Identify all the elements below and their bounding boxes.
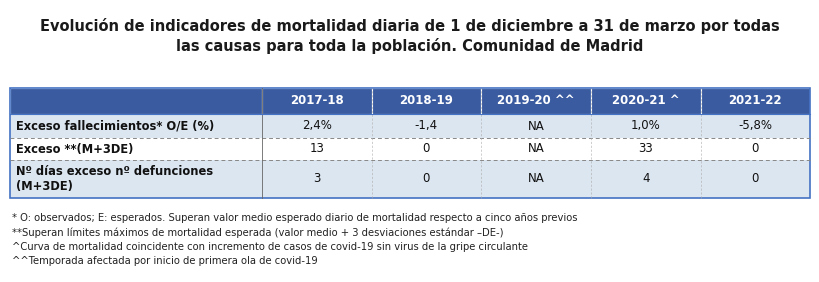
Text: 0: 0 [751,173,758,186]
Text: NA: NA [527,120,544,133]
Text: NA: NA [527,142,544,155]
Text: 0: 0 [423,173,430,186]
FancyBboxPatch shape [10,88,261,114]
FancyBboxPatch shape [481,88,590,114]
Text: Evolución de indicadores de mortalidad diaria de 1 de diciembre a 31 de marzo po: Evolución de indicadores de mortalidad d… [40,18,779,34]
Text: 2017-18: 2017-18 [290,94,343,107]
FancyBboxPatch shape [590,88,699,114]
Text: 13: 13 [309,142,324,155]
Text: 1,0%: 1,0% [630,120,660,133]
Text: las causas para toda la población. Comunidad de Madrid: las causas para toda la población. Comun… [176,38,643,54]
Text: **Superan límites máximos de mortalidad esperada (valor medio + 3 desviaciones e: **Superan límites máximos de mortalidad … [11,228,503,238]
FancyBboxPatch shape [10,160,809,198]
Text: 0: 0 [751,142,758,155]
Text: 33: 33 [637,142,652,155]
Text: Exceso **(M+3DE): Exceso **(M+3DE) [16,142,133,155]
Text: 2021-22: 2021-22 [727,94,781,107]
Text: 3: 3 [313,173,320,186]
Text: 2019-20 ^^: 2019-20 ^^ [496,94,574,107]
Text: 2020-21 ^: 2020-21 ^ [611,94,679,107]
FancyBboxPatch shape [10,114,809,138]
Text: * O: observados; E: esperados. Superan valor medio esperado diario de mortalidad: * O: observados; E: esperados. Superan v… [11,213,577,223]
FancyBboxPatch shape [10,138,809,160]
Text: -5,8%: -5,8% [737,120,771,133]
FancyBboxPatch shape [261,88,371,114]
Text: 2,4%: 2,4% [301,120,332,133]
Text: 4: 4 [641,173,649,186]
Text: -1,4: -1,4 [414,120,437,133]
FancyBboxPatch shape [699,88,809,114]
Text: 0: 0 [423,142,430,155]
Text: Exceso fallecimientos* O/E (%): Exceso fallecimientos* O/E (%) [16,120,214,133]
Text: Nº días exceso nº defunciones
(M+3DE): Nº días exceso nº defunciones (M+3DE) [16,165,213,193]
Text: ^Curva de mortalidad coincidente con incremento de casos de covid-19 sin virus d: ^Curva de mortalidad coincidente con inc… [11,242,527,252]
Text: 2018-19: 2018-19 [399,94,453,107]
Text: ^^Temporada afectada por inicio de primera ola de covid-19: ^^Temporada afectada por inicio de prime… [11,257,317,266]
Text: NA: NA [527,173,544,186]
FancyBboxPatch shape [371,88,481,114]
